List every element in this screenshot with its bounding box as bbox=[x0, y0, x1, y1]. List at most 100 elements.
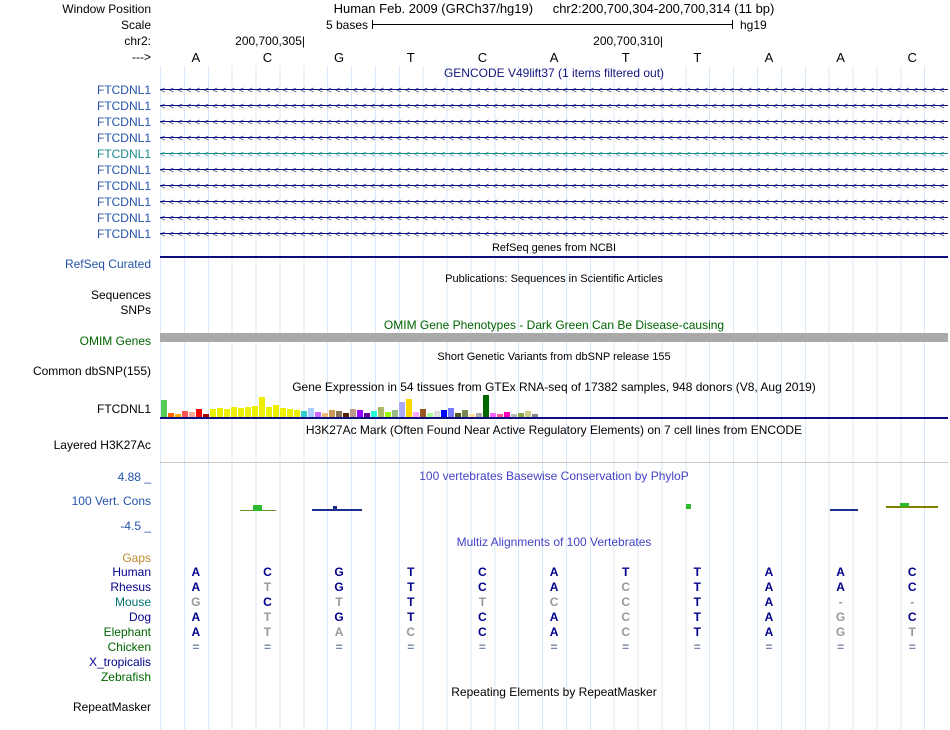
gtex-bar[interactable] bbox=[364, 413, 370, 417]
gtex-bar[interactable] bbox=[357, 410, 363, 417]
gencode-transcript-line[interactable]: <<<<<<<<<<<<<<<<<<<<<<<<<<<<<<<<<<<<<<<<… bbox=[160, 226, 948, 242]
gtex-bar[interactable] bbox=[511, 414, 517, 417]
alignment-base: = bbox=[837, 640, 845, 654]
gtex-bar[interactable] bbox=[378, 407, 384, 417]
snps-label[interactable]: SNPs bbox=[120, 303, 151, 317]
gtex-bar[interactable] bbox=[189, 412, 195, 417]
refseq-curated-label[interactable]: RefSeq Curated bbox=[64, 257, 151, 271]
refseq-gene-line[interactable] bbox=[160, 256, 948, 258]
gencode-transcript-line[interactable]: <<<<<<<<<<<<<<<<<<<<<<<<<<<<<<<<<<<<<<<<… bbox=[160, 178, 948, 194]
gtex-bar[interactable] bbox=[469, 414, 475, 417]
gtex-bar[interactable] bbox=[210, 409, 216, 417]
gtex-bar[interactable] bbox=[259, 397, 265, 417]
gtex-bar[interactable] bbox=[245, 407, 251, 417]
gtex-bar[interactable] bbox=[196, 409, 202, 417]
gencode-transcript-label[interactable]: FTCDNL1 bbox=[96, 83, 151, 97]
gtex-bar[interactable] bbox=[350, 409, 356, 417]
gtex-bar[interactable] bbox=[434, 411, 440, 417]
gtex-bar[interactable] bbox=[448, 408, 454, 417]
gtex-bar[interactable] bbox=[371, 411, 377, 417]
gencode-transcript-label[interactable]: FTCDNL1 bbox=[96, 99, 151, 113]
alignment-base: A bbox=[191, 565, 201, 579]
alignment-base: G bbox=[334, 580, 344, 594]
alignment-base: T bbox=[693, 625, 701, 639]
gtex-bar[interactable] bbox=[455, 413, 461, 417]
gtex-bar[interactable] bbox=[287, 409, 293, 417]
gtex-bar[interactable] bbox=[483, 395, 489, 417]
h3k27ac-label[interactable]: Layered H3K27Ac bbox=[53, 438, 151, 452]
gencode-transcript-label[interactable]: FTCDNL1 bbox=[96, 131, 151, 145]
gtex-bar[interactable] bbox=[413, 412, 419, 417]
gtex-bar[interactable] bbox=[322, 413, 328, 417]
gencode-transcript-label[interactable]: FTCDNL1 bbox=[96, 115, 151, 129]
gtex-bar[interactable] bbox=[532, 414, 538, 417]
gtex-bar[interactable] bbox=[329, 410, 335, 417]
species-label[interactable]: Rhesus bbox=[110, 580, 151, 594]
gtex-bar[interactable] bbox=[168, 413, 174, 417]
gtex-bar[interactable] bbox=[385, 412, 391, 417]
vert-cons-label[interactable]: 100 Vert. Cons bbox=[71, 494, 151, 508]
sequences-label[interactable]: Sequences bbox=[90, 288, 151, 302]
gencode-transcript-line[interactable]: <<<<<<<<<<<<<<<<<<<<<<<<<<<<<<<<<<<<<<<<… bbox=[160, 162, 948, 178]
gencode-transcript-label[interactable]: FTCDNL1 bbox=[96, 147, 151, 161]
gencode-transcript-line[interactable]: <<<<<<<<<<<<<<<<<<<<<<<<<<<<<<<<<<<<<<<<… bbox=[160, 82, 948, 98]
repeatmasker-label[interactable]: RepeatMasker bbox=[72, 700, 151, 714]
alignment-base: T bbox=[263, 610, 272, 624]
gtex-bar[interactable] bbox=[238, 408, 244, 417]
gtex-bar[interactable] bbox=[266, 407, 272, 417]
gencode-transcript-label[interactable]: FTCDNL1 bbox=[96, 179, 151, 193]
gtex-bar[interactable] bbox=[315, 412, 321, 417]
gtex-bar[interactable] bbox=[182, 411, 188, 417]
gtex-bar[interactable] bbox=[343, 413, 349, 417]
gtex-bar[interactable] bbox=[406, 399, 412, 417]
gencode-transcript-line[interactable]: <<<<<<<<<<<<<<<<<<<<<<<<<<<<<<<<<<<<<<<<… bbox=[160, 194, 948, 210]
alignment-row bbox=[160, 670, 948, 685]
gtex-bar[interactable] bbox=[301, 411, 307, 417]
species-label[interactable]: Zebrafish bbox=[100, 670, 151, 684]
gtex-bar[interactable] bbox=[273, 405, 279, 417]
gtex-bar[interactable] bbox=[490, 413, 496, 417]
gtex-bar[interactable] bbox=[161, 400, 167, 417]
species-label[interactable]: Mouse bbox=[114, 595, 151, 609]
gtex-bar[interactable] bbox=[497, 414, 503, 417]
species-label[interactable]: Human bbox=[112, 565, 151, 579]
gtex-bar[interactable] bbox=[441, 410, 447, 417]
gtex-bar[interactable] bbox=[203, 414, 209, 417]
gencode-transcript-label[interactable]: FTCDNL1 bbox=[96, 163, 151, 177]
gtex-bar[interactable] bbox=[175, 414, 181, 417]
gtex-bar[interactable] bbox=[462, 410, 468, 417]
gtex-bar[interactable] bbox=[504, 412, 510, 417]
dbsnp-label[interactable]: Common dbSNP(155) bbox=[32, 364, 151, 378]
gtex-gene-label[interactable]: FTCDNL1 bbox=[96, 402, 151, 416]
gtex-bar[interactable] bbox=[294, 410, 300, 417]
gtex-bar[interactable] bbox=[224, 409, 230, 417]
gtex-bar[interactable] bbox=[280, 408, 286, 417]
gencode-transcript-line[interactable]: <<<<<<<<<<<<<<<<<<<<<<<<<<<<<<<<<<<<<<<<… bbox=[160, 210, 948, 226]
gencode-transcript-label[interactable]: FTCDNL1 bbox=[96, 195, 151, 209]
omim-gene-bar[interactable] bbox=[160, 333, 948, 342]
gtex-bar[interactable] bbox=[252, 406, 258, 417]
gtex-bar[interactable] bbox=[336, 411, 342, 417]
species-label[interactable]: X_tropicalis bbox=[88, 655, 151, 669]
gencode-transcript-label[interactable]: FTCDNL1 bbox=[96, 211, 151, 225]
gtex-bar[interactable] bbox=[217, 408, 223, 417]
gtex-bar[interactable] bbox=[420, 409, 426, 417]
gtex-bar[interactable] bbox=[231, 407, 237, 417]
gaps-label[interactable]: Gaps bbox=[122, 551, 151, 565]
gtex-bar[interactable] bbox=[308, 408, 314, 417]
species-label[interactable]: Chicken bbox=[107, 640, 151, 654]
omim-genes-label[interactable]: OMIM Genes bbox=[79, 334, 151, 348]
gtex-bar[interactable] bbox=[399, 402, 405, 417]
species-label[interactable]: Elephant bbox=[103, 625, 151, 639]
gtex-bar[interactable] bbox=[392, 410, 398, 417]
gtex-bar[interactable] bbox=[525, 411, 531, 417]
gtex-bar[interactable] bbox=[518, 413, 524, 417]
gencode-transcript-line[interactable]: <<<<<<<<<<<<<<<<<<<<<<<<<<<<<<<<<<<<<<<<… bbox=[160, 98, 948, 114]
gencode-transcript-label[interactable]: FTCDNL1 bbox=[96, 227, 151, 241]
gencode-transcript-line[interactable]: <<<<<<<<<<<<<<<<<<<<<<<<<<<<<<<<<<<<<<<<… bbox=[160, 146, 948, 162]
gencode-transcript-line[interactable]: <<<<<<<<<<<<<<<<<<<<<<<<<<<<<<<<<<<<<<<<… bbox=[160, 130, 948, 146]
gtex-bar[interactable] bbox=[427, 413, 433, 417]
species-label[interactable]: Dog bbox=[128, 610, 151, 624]
gtex-bar[interactable] bbox=[476, 413, 482, 417]
gencode-transcript-line[interactable]: <<<<<<<<<<<<<<<<<<<<<<<<<<<<<<<<<<<<<<<<… bbox=[160, 114, 948, 130]
